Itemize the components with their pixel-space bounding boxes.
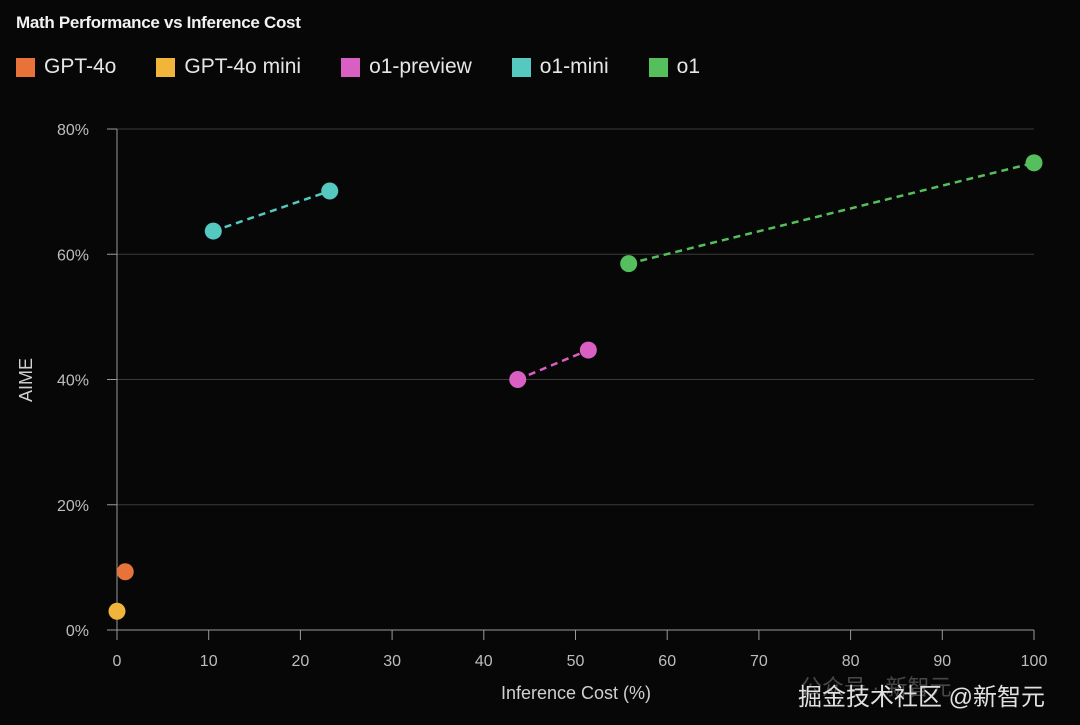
x-tick-label: 80 (842, 653, 860, 670)
x-tick-label: 0 (113, 653, 122, 670)
series-line (628, 161, 1035, 265)
data-point (620, 255, 638, 273)
watermark: 掘金技术社区 @新智元 (798, 684, 1046, 711)
legend-swatch (511, 57, 531, 77)
x-tick-label: 100 (1021, 653, 1048, 670)
legend-label: o1-mini (539, 55, 609, 78)
x-tick-label: 40 (475, 653, 493, 670)
legend-item: o1 (648, 55, 701, 79)
legend-item: o1-preview (341, 55, 472, 79)
data-point (509, 371, 527, 388)
x-tick-label: 70 (750, 653, 768, 670)
series-line (212, 189, 331, 233)
y-tick-label: 60% (57, 247, 89, 264)
y-tick-label: 80% (57, 122, 89, 139)
x-tick-label: 10 (200, 653, 218, 670)
chart-title: Math Performance vs Inference Cost (16, 13, 301, 32)
data-point (204, 222, 222, 240)
legend-item: GPT-4o (16, 55, 116, 79)
data-point (108, 602, 126, 620)
data-point (579, 341, 597, 359)
series-line (517, 348, 589, 381)
x-tick-label: 30 (383, 653, 401, 670)
legend-item: GPT-4o mini (156, 55, 301, 79)
x-tick-label: 60 (658, 653, 676, 670)
legend-item: o1-mini (511, 55, 609, 79)
legend-label: GPT-4o mini (184, 55, 302, 78)
y-tick-label: 40% (57, 373, 89, 390)
legend-swatch (648, 57, 668, 77)
x-tick-label: 50 (567, 653, 585, 670)
x-tick-label: 20 (292, 653, 310, 670)
legend-label: o1 (676, 55, 701, 78)
data-point (116, 563, 134, 581)
legend-swatch (156, 57, 176, 77)
data-point (1025, 154, 1043, 172)
legend: GPT-4o GPT-4o mini o1-preview o1-mini o1 (16, 55, 740, 79)
legend-label: o1-preview (369, 55, 472, 78)
y-axis-label: AIME (16, 358, 36, 402)
y-tick-label: 0% (66, 623, 89, 640)
legend-swatch (16, 57, 35, 77)
x-tick-label: 90 (933, 653, 951, 670)
legend-label: GPT-4o (44, 55, 117, 78)
legend-swatch (341, 57, 361, 77)
y-tick-label: 20% (57, 498, 89, 515)
data-point (321, 182, 339, 200)
x-axis-label: Inference Cost (%) (501, 683, 651, 703)
watermark-faint: 公众号 · 新智元 (800, 675, 952, 700)
